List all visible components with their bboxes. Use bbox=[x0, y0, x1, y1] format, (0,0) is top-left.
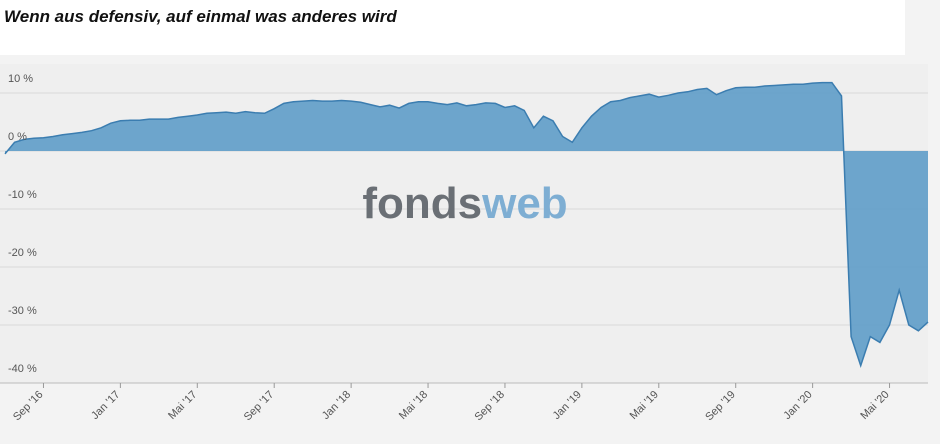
y-tick-label: -30 % bbox=[8, 305, 37, 317]
x-tick-label: Sep '16 bbox=[11, 389, 46, 424]
x-tick-label: Mai '20 bbox=[858, 389, 891, 422]
x-tick-label: Jan '18 bbox=[320, 389, 353, 422]
x-tick-label: Mai '19 bbox=[628, 389, 661, 422]
watermark-part: fonds bbox=[362, 179, 482, 228]
x-tick-label: Jan '20 bbox=[781, 389, 814, 422]
watermark: fondsweb bbox=[362, 179, 567, 228]
x-tick-label: Mai '18 bbox=[397, 389, 430, 422]
y-tick-label: -40 % bbox=[8, 363, 37, 375]
x-tick-label: Sep '17 bbox=[242, 389, 277, 424]
x-tick-label: Sep '19 bbox=[703, 389, 738, 424]
x-tick-label: Jan '17 bbox=[89, 389, 122, 422]
x-tick-label: Jan '19 bbox=[551, 389, 584, 422]
y-tick-label: 0 % bbox=[8, 131, 27, 143]
y-tick-label: 10 % bbox=[8, 73, 33, 85]
x-tick-label: Sep '18 bbox=[472, 389, 507, 424]
x-tick-label: Mai '17 bbox=[166, 389, 199, 422]
y-tick-label: -20 % bbox=[8, 247, 37, 259]
chart-title: Wenn aus defensiv, auf einmal was andere… bbox=[4, 7, 397, 26]
title-box bbox=[0, 0, 905, 55]
y-tick-label: -10 % bbox=[8, 189, 37, 201]
watermark-part: web bbox=[481, 179, 568, 228]
line bbox=[4, 81, 929, 368]
area bbox=[5, 82, 928, 366]
